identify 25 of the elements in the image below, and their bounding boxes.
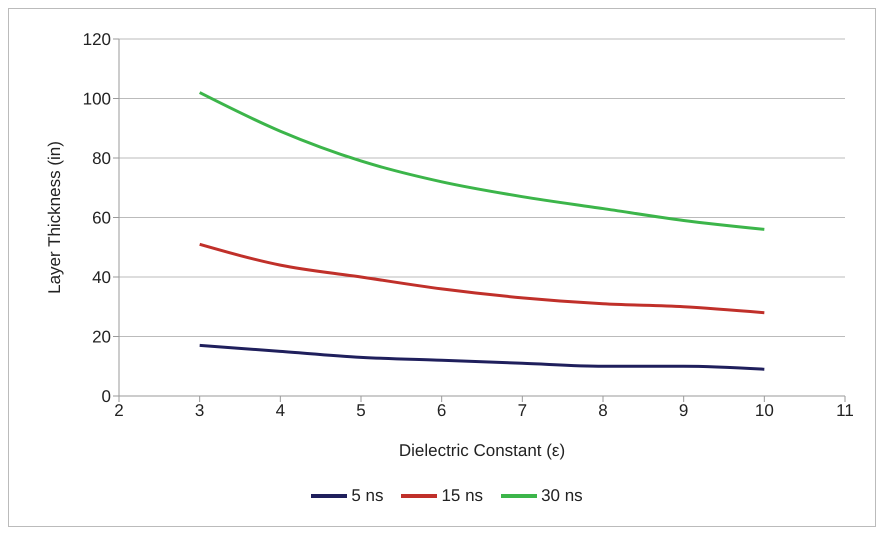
x-tick-label: 11 — [836, 401, 854, 420]
x-tick-label: 3 — [194, 401, 204, 420]
y-tick-label: 120 — [82, 30, 111, 50]
x-tick-label: 2 — [114, 401, 124, 420]
x-tick-label: 6 — [436, 401, 446, 420]
x-tick-label: 9 — [678, 401, 688, 420]
y-axis-title: Layer Thickness (in) — [45, 141, 64, 294]
line-series — [198, 344, 766, 371]
x-axis-title: Dielectric Constant (ε) — [398, 441, 566, 460]
x-tick-label: 10 — [754, 401, 774, 420]
x-tick-label: 4 — [276, 401, 286, 420]
x-tick-label: 5 — [356, 401, 366, 420]
y-tick-label: 20 — [92, 328, 111, 347]
y-tick-label: 80 — [92, 149, 111, 168]
y-tick-label: 40 — [92, 268, 111, 288]
legend-label: 5 ns — [351, 486, 384, 506]
legend-label: 15 ns — [441, 486, 484, 506]
y-tick-label: 0 — [102, 387, 111, 406]
line-series — [198, 91, 766, 231]
line-series — [198, 242, 766, 314]
legend-label: 30 ns — [541, 486, 583, 506]
x-tick-label: 8 — [598, 401, 608, 420]
y-tick-label: 60 — [92, 208, 111, 228]
x-tick-label: 7 — [518, 401, 528, 420]
y-tick-label: 100 — [82, 90, 111, 109]
